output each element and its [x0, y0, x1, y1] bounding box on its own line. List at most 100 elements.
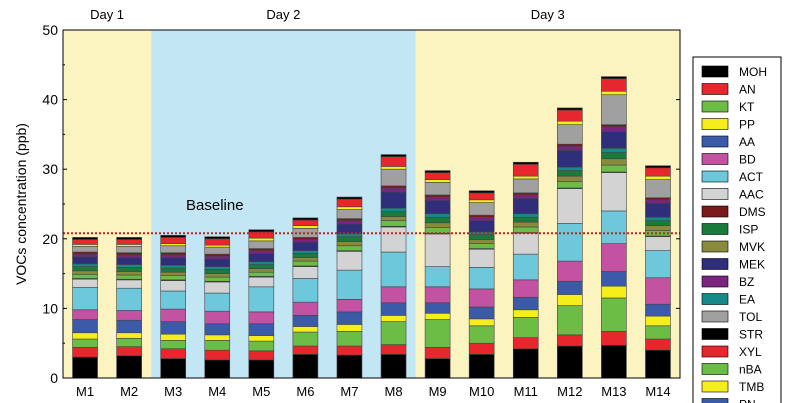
bar-segment-M9-AAC [424, 233, 451, 267]
bar-segment-M3-BZ [160, 254, 186, 258]
bar-segment-M4-TMB [204, 334, 231, 341]
bar-segment-M14-XYL [645, 338, 671, 351]
bar-stack-M7 [336, 196, 363, 379]
bar-segment-M4-ACT [204, 292, 231, 312]
legend-label-MEK: MEK [739, 258, 765, 272]
bar-segment-M4-PN [204, 323, 231, 336]
bar-segment-M7-MVK [336, 241, 363, 247]
bar-segment-M11-MEK [512, 198, 539, 215]
bar-segment-M2-MOH_top [116, 237, 142, 240]
y-tick-label-10: 10 [42, 300, 58, 316]
bar-segment-M11-EA [512, 213, 539, 218]
bar-segment-M14-BD [645, 277, 671, 305]
bar-segment-M7-ISP [336, 236, 363, 242]
bar-segment-M1-BD [72, 309, 98, 320]
legend-label-AA: AA [739, 135, 755, 149]
bar-segment-M1-AN [72, 239, 98, 245]
bar-segment-M5-AAC [248, 276, 275, 288]
bar-segment-M7-KT [336, 245, 363, 251]
x-tick-label-M7: M7 [340, 384, 358, 399]
bar-segment-M8-MOH_top [380, 154, 407, 157]
legend-swatch-nBA [701, 363, 729, 375]
bar-segment-M11-PN [512, 296, 539, 311]
bar-segment-M1-TMB [72, 332, 98, 340]
bar-segment-M6-BZ [292, 239, 319, 243]
bar-segment-M12-TOL [557, 124, 583, 145]
bar-segment-M10-BZ [468, 216, 495, 222]
bar-segment-M14-AAC [645, 236, 671, 251]
bar-segment-M4-XYL [204, 349, 231, 361]
legend-swatch-KT [701, 100, 729, 113]
bar-segment-M14-BZ [645, 199, 671, 204]
bar-segment-M2-MEK [116, 257, 142, 265]
bar-segment-M1-MOH_top [72, 237, 98, 240]
bar-segment-M7-EA [336, 233, 363, 238]
bar-segment-M2-ISP [116, 267, 142, 272]
bar-segment-M14-MOH_top [645, 165, 671, 169]
bar-segment-M2-TMB [116, 332, 142, 339]
bar-segment-M6-EA [292, 250, 319, 254]
bar-segment-M9-BD [424, 286, 451, 304]
legend-label-ACT: ACT [739, 170, 764, 184]
bar-segment-M10-MVK [468, 239, 495, 244]
bar-segment-M9-ACT [424, 266, 451, 288]
bar-segment-M5-MOH_top [248, 229, 275, 233]
bar-segment-M5-MVK [248, 268, 275, 273]
bar-stack-M4 [204, 236, 231, 379]
bar-segment-M12-BZ [557, 145, 583, 151]
y-tick-label-50: 50 [42, 22, 58, 38]
bar-segment-M7-MOH_top [336, 196, 363, 200]
legend-label-nBA: nBA [739, 363, 762, 377]
bar-segment-M13-ACT [601, 210, 627, 244]
bar-stack-M13 [601, 76, 627, 379]
legend-label-XYL: XYL [739, 345, 762, 359]
bar-segment-M5-TMB [248, 335, 275, 342]
bar-segment-M13-MOH_top [601, 76, 627, 80]
bar-segment-M13-STR [601, 344, 627, 379]
bar-stack-M5 [248, 229, 275, 379]
bar-segment-M9-BZ [424, 196, 451, 201]
legend-swatch-PN [701, 398, 729, 403]
bar-segment-M5-BD [248, 311, 275, 325]
bar-stack-M8 [380, 154, 407, 379]
bar-segment-M11-nBA [512, 317, 539, 338]
bar-segment-M1-BZ [72, 253, 98, 258]
bar-stack-M9 [424, 170, 451, 379]
bar-segment-M1-nBA [72, 338, 98, 348]
bar-segment-M3-MVK [160, 271, 186, 276]
bar-segment-M6-MOH_top [292, 217, 319, 221]
legend-label-AN: AN [739, 83, 756, 97]
bar-segment-M12-AAC [557, 188, 583, 224]
legend-label-ISP: ISP [739, 223, 758, 237]
legend-label-BD: BD [739, 153, 756, 167]
bar-segment-M12-BD [557, 260, 583, 282]
bar-segment-M11-XYL [512, 337, 539, 350]
bar-segment-M13-nBA [601, 297, 627, 332]
bar-segment-M10-XYL [468, 342, 495, 355]
bar-segment-M7-TMB [336, 324, 363, 332]
bar-segment-M8-KT [380, 220, 407, 227]
bar-segment-M10-MOH_top [468, 190, 495, 194]
bar-segment-M6-ISP [292, 253, 319, 258]
bar-segment-M5-ACT [248, 286, 275, 313]
bar-segment-M4-nBA [204, 340, 231, 351]
bar-segment-M8-ISP [380, 211, 407, 217]
bar-segment-M11-MVK [512, 221, 539, 228]
x-tick-label-M2: M2 [120, 384, 138, 399]
bar-segment-M4-BD [204, 310, 231, 325]
bar-segment-M4-PP [204, 244, 231, 248]
legend-label-STR: STR [739, 328, 763, 342]
legend-label-MVK: MVK [739, 240, 765, 254]
legend-label-MOH: MOH [739, 65, 767, 79]
bar-segment-M9-nBA [424, 319, 451, 348]
bar-segment-M1-MVK [72, 270, 98, 275]
bar-segment-M11-BZ [512, 194, 539, 199]
bar-segment-M9-PN [424, 302, 451, 314]
bar-segment-M3-PN [160, 321, 186, 335]
bar-segment-M8-DMS [380, 185, 407, 189]
bar-segment-M12-MVK [557, 175, 583, 183]
day-label-2: Day 2 [266, 7, 300, 22]
legend-swatch-MVK [701, 240, 729, 253]
legend-swatch-BZ [701, 275, 729, 288]
x-tick-label-M8: M8 [385, 384, 403, 399]
